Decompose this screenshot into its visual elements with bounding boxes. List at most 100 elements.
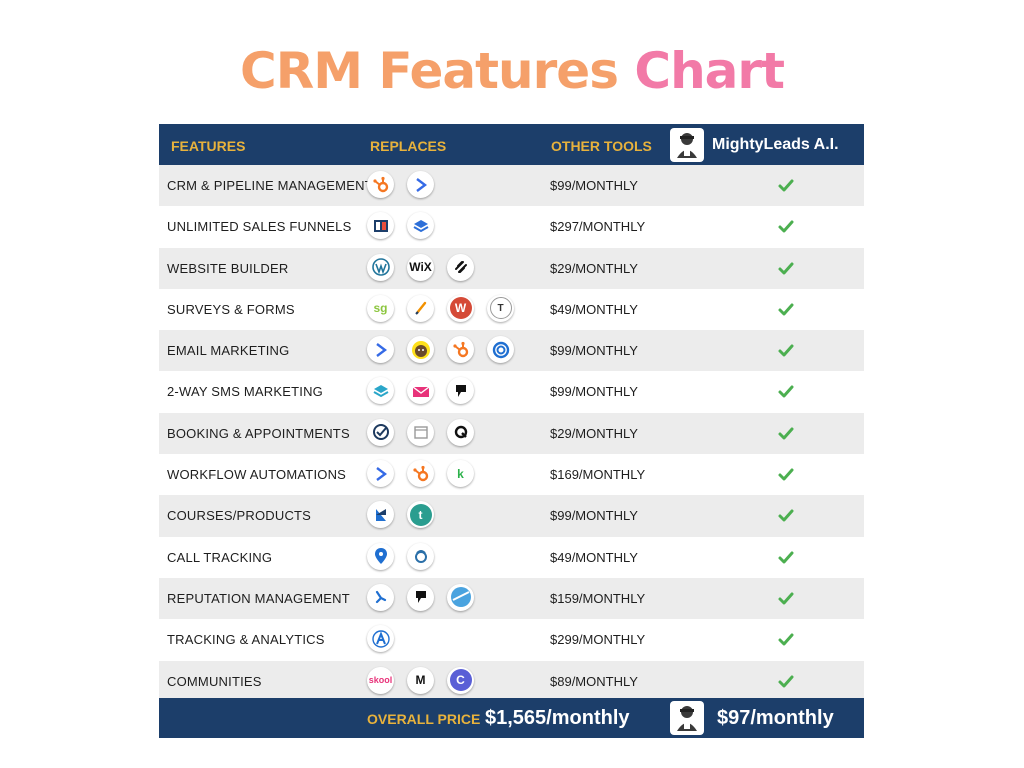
check-icon: [777, 548, 795, 566]
replaced-tools: [367, 583, 487, 611]
title-part-features: CRM Features: [240, 42, 619, 100]
other-tools-price: $99/MONTHLY: [550, 343, 638, 359]
mightynetworks-icon: M: [407, 666, 434, 694]
replaced-tools: skool M C: [367, 666, 487, 694]
replaced-tools: t: [367, 501, 447, 529]
features-table: FEATURES REPLACES OTHER TOOLS MightyLead…: [159, 124, 864, 738]
callrail-icon: [407, 542, 434, 570]
sms-icon: [407, 377, 434, 405]
feature-name: EMAIL MARKETING: [167, 343, 290, 359]
feature-name: SURVEYS & FORMS: [167, 301, 295, 317]
other-tools-price: $99/MONTHLY: [550, 178, 638, 193]
table-row: WORKFLOW AUTOMATIONS k $169/MONTHLY: [159, 454, 864, 496]
jotform-icon: [407, 294, 434, 322]
check-icon: [777, 300, 795, 318]
clickfunnels-icon: [367, 212, 394, 240]
check-icon: [777, 672, 795, 690]
textmagic-icon: [367, 377, 394, 405]
feature-name: WORKFLOW AUTOMATIONS: [167, 467, 347, 483]
feature-name: CALL TRACKING: [167, 549, 273, 565]
circle-icon: C: [447, 666, 474, 694]
table-row: TRACKING & ANALYTICS $299/MONTHLY: [159, 619, 864, 661]
keap-icon: k: [447, 460, 474, 488]
other-tools-price: $89/MONTHLY: [550, 673, 638, 689]
wufoo-icon: W: [447, 294, 474, 322]
table-row: 2-WAY SMS MARKETING $99/MONTHLY: [159, 371, 864, 413]
typeform-icon: T: [487, 294, 514, 322]
brand-name: MightyLeads A.I.: [712, 135, 839, 153]
other-tools-price: $99/MONTHLY: [550, 508, 638, 524]
reputation-icon: [447, 583, 474, 611]
table-header: FEATURES REPLACES OTHER TOOLS MightyLead…: [159, 124, 864, 165]
activecampaign-icon: [367, 460, 394, 488]
other-tools-price: $29/MONTHLY: [550, 425, 638, 441]
skool-icon: skool: [367, 666, 394, 694]
check-icon: [777, 176, 795, 194]
other-tools-price: $49/MONTHLY: [550, 301, 638, 317]
table-row: SURVEYS & FORMS sg W T $49/MONTHLY: [159, 288, 864, 331]
kajabi-icon: [367, 501, 394, 529]
other-tools-price: $99/MONTHLY: [550, 384, 638, 400]
page-title: CRM Features Chart: [0, 42, 1024, 100]
hubspot-icon: [447, 336, 474, 364]
feature-name: UNLIMITED SALES FUNNELS: [167, 219, 352, 235]
activecampaign-icon: [407, 171, 434, 198]
mailchimp-icon: [407, 336, 434, 364]
calendar-icon: [407, 418, 434, 446]
feature-name: WEBSITE BUILDER: [167, 260, 289, 276]
other-tools-price: $29/MONTHLY: [550, 260, 638, 276]
check-icon: [777, 424, 795, 442]
feature-name: COMMUNITIES: [167, 673, 262, 689]
check-icon: [777, 382, 795, 400]
replaced-tools: WiX: [367, 253, 487, 281]
table-row: COURSES/PRODUCTS t $99/MONTHLY: [159, 495, 864, 537]
other-tools-price: $297/MONTHLY: [550, 219, 646, 235]
other-tools-price: $169/MONTHLY: [550, 467, 646, 483]
check-icon: [777, 589, 795, 607]
acuity-icon: [447, 418, 474, 446]
analytics-icon: [367, 625, 394, 653]
calltrackingmetrics-icon: [367, 542, 394, 570]
podium-icon: [407, 583, 434, 611]
other-tools-total: $1,565/monthly: [485, 707, 630, 729]
wix-icon: WiX: [407, 253, 434, 281]
overall-price-label: OVERALL PRICE: [367, 711, 481, 727]
replaced-tools: [367, 336, 527, 364]
replaced-tools: [367, 212, 447, 240]
feature-name: CRM & PIPELINE MANAGEMENT: [167, 178, 373, 193]
header-replaces: REPLACES: [370, 138, 447, 154]
replaced-tools: [367, 418, 487, 446]
other-tools-price: $299/MONTHLY: [550, 632, 646, 648]
teachable-icon: t: [407, 501, 434, 529]
podium-icon: [447, 377, 474, 405]
other-tools-price: $159/MONTHLY: [550, 590, 646, 606]
constantcontact-icon: [487, 336, 514, 364]
other-tools-price: $49/MONTHLY: [550, 549, 638, 565]
hubspot-icon: [367, 171, 394, 198]
mascot-avatar: [670, 701, 704, 735]
replaced-tools: k: [367, 460, 487, 488]
check-icon: [777, 630, 795, 648]
table-row: WEBSITE BUILDER WiX $29/MONTHLY: [159, 247, 864, 289]
surveygizmo-icon: sg: [367, 294, 394, 322]
feature-name: COURSES/PRODUCTS: [167, 508, 312, 524]
brand-header: MightyLeads A.I.: [670, 124, 839, 165]
calendly-icon: [367, 418, 394, 446]
feature-name: BOOKING & APPOINTMENTS: [167, 425, 350, 441]
feature-name: 2-WAY SMS MARKETING: [167, 384, 323, 400]
table-row: CRM & PIPELINE MANAGEMENT $99/MONTHLY: [159, 165, 864, 207]
check-icon: [777, 259, 795, 277]
table-row: CALL TRACKING $49/MONTHLY: [159, 536, 864, 578]
title-part-chart: Chart: [634, 42, 785, 100]
replaced-tools: [367, 542, 447, 570]
table-row: EMAIL MARKETING $99/MONTHLY: [159, 330, 864, 372]
check-icon: [777, 217, 795, 235]
table-row: COMMUNITIES skool M C $89/MONTHLY: [159, 660, 864, 702]
table-row: BOOKING & APPOINTMENTS $29/MONTHLY: [159, 412, 864, 455]
header-other-tools: OTHER TOOLS: [551, 138, 652, 154]
replaced-tools: [367, 171, 447, 198]
hubspot-icon: [407, 460, 434, 488]
replaced-tools: [367, 377, 487, 405]
squarespace-icon: [447, 253, 474, 281]
feature-name: REPUTATION MANAGEMENT: [167, 590, 350, 606]
